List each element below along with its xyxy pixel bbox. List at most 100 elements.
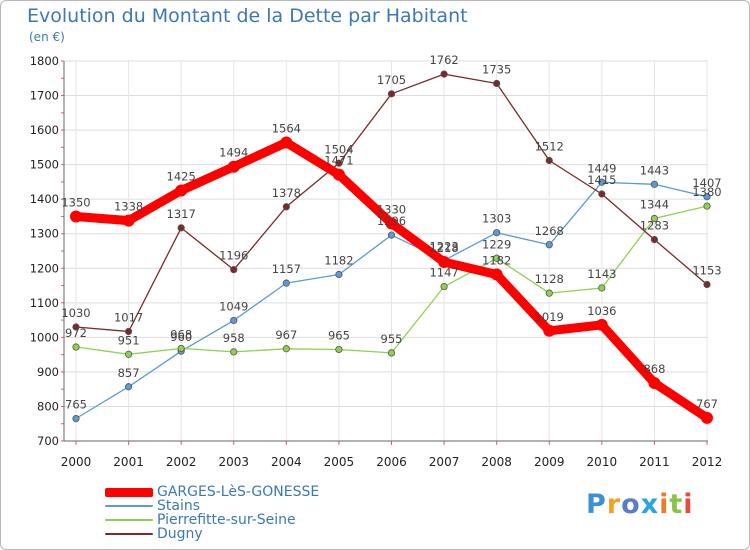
data-point [122,214,135,227]
data-label: 1268 [535,224,564,238]
data-label: 1182 [324,253,353,267]
data-label: 1303 [482,212,511,226]
y-tick-label: 800 [37,399,59,413]
x-tick-label: 2000 [61,455,92,469]
data-label: 1196 [219,249,248,263]
data-point [703,280,711,289]
data-point [70,210,82,223]
legend-swatch [105,533,153,535]
data-point [335,345,343,354]
data-point [493,79,501,88]
data-label: 955 [381,332,403,346]
data-point [650,180,659,188]
plot-area [64,61,708,441]
logo-letter: t [669,489,684,520]
data-label: 1512 [535,139,564,153]
data-point [545,289,553,297]
data-label: 1317 [167,207,196,221]
data-label: 965 [328,328,350,342]
data-label: 1425 [167,170,196,184]
logo-letter: r [606,489,622,520]
proxiti-logo: Proxiti [586,489,694,520]
data-label: 1017 [114,310,143,324]
data-point [598,178,606,186]
data-label: 1449 [587,161,616,175]
data-point [438,256,451,269]
data-label: 1350 [61,195,90,209]
data-label: 1296 [377,214,406,228]
logo-letter: x [640,489,660,520]
data-label: 1147 [429,266,458,280]
data-point [282,345,290,353]
y-tick-label: 1800 [30,54,59,68]
data-label: 1735 [482,62,511,76]
x-tick-label: 2005 [324,455,355,469]
data-point [440,70,448,78]
data-point [387,90,396,98]
data-point [387,231,396,239]
y-tick-label: 900 [37,365,59,379]
data-label: 765 [65,398,87,412]
x-tick-label: 2006 [376,455,407,469]
data-label: 1407 [692,176,721,190]
data-point [124,350,133,358]
data-label: 1504 [324,142,353,156]
data-label: 1338 [114,200,143,214]
data-point [230,348,238,356]
data-label: 1223 [429,239,458,253]
x-tick-label: 2002 [166,455,197,469]
data-point [648,376,661,389]
y-tick-label: 1400 [30,192,59,206]
data-label: 1283 [640,219,669,233]
x-tick-label: 2008 [481,455,512,469]
data-label: 1378 [272,186,301,200]
logo-letter: i [659,489,670,520]
data-label: 1030 [61,306,90,320]
data-label: 1218 [429,241,458,255]
y-tick-label: 1300 [30,227,59,241]
chart-subtitle: (en €) [29,30,65,44]
x-tick-label: 2007 [429,455,460,469]
logo-letter: P [586,489,607,520]
legend-label: Pierrefitte-sur-Seine [157,512,296,528]
data-label: 1471 [324,154,353,168]
x-tick-label: 2003 [218,455,249,469]
x-tick-label: 2001 [113,455,144,469]
data-label: 1143 [587,267,616,281]
data-label: 1380 [692,185,721,199]
data-point [230,316,238,325]
data-point [440,282,448,291]
data-label: 968 [170,327,192,341]
logo-letter: i [683,489,694,520]
data-point [493,254,501,262]
y-tick-label: 1600 [30,123,59,137]
data-label: 1762 [429,53,458,67]
data-label: 857 [118,366,140,380]
data-point [387,349,396,357]
y-tick-label: 700 [37,434,59,448]
data-label: 1128 [535,272,564,286]
data-point [703,193,711,201]
data-point [280,136,293,149]
logo-letter: o [621,489,641,520]
data-point [124,383,133,391]
data-point [701,411,713,424]
y-tick-label: 1100 [30,296,59,310]
data-point [598,284,606,292]
x-tick-label: 2012 [692,455,723,469]
data-label: 1564 [272,122,301,136]
data-label: 1705 [377,73,406,87]
data-point [72,343,80,351]
data-point [545,156,553,165]
x-tick-label: 2010 [587,455,618,469]
y-tick-label: 1200 [30,261,59,275]
data-point [385,217,398,230]
data-point [227,160,240,173]
data-point [650,214,659,223]
legend-swatch [105,505,153,507]
data-point [175,184,188,197]
data-label: 1229 [482,237,511,251]
data-label: 1494 [219,146,248,160]
